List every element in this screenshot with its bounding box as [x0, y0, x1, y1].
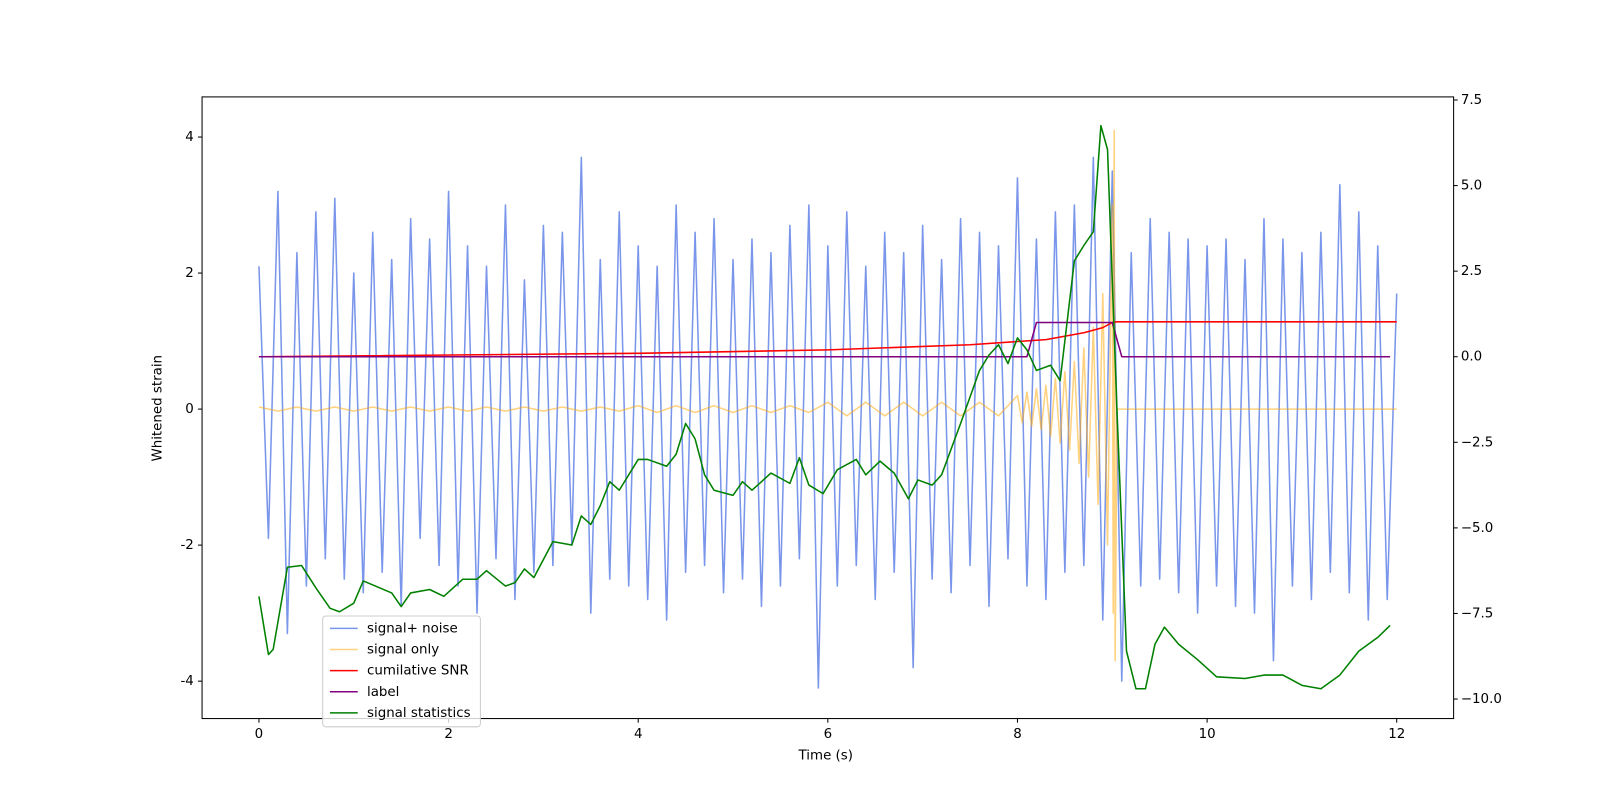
- x-tick-label: 4: [634, 727, 643, 742]
- legend-label: label: [367, 685, 399, 700]
- y2-tick-label: 0.0: [1461, 350, 1482, 365]
- y-tick-label: 4: [185, 130, 194, 145]
- legend-label: cumilative SNR: [367, 664, 469, 679]
- x-tick-label: 8: [1013, 727, 1022, 742]
- legend-label: signal statistics: [367, 706, 471, 721]
- legend-label: signal only: [367, 642, 439, 657]
- y-tick-label: -4: [180, 674, 193, 689]
- series-line: [258, 156, 1398, 689]
- y-tick-label: -2: [180, 538, 193, 553]
- y-axis-label: Whitened strain: [151, 355, 166, 462]
- x-axis-label: Time (s): [798, 749, 853, 764]
- y2-tick-label: 7.5: [1461, 93, 1482, 108]
- y2-tick-label: −5.0: [1461, 521, 1494, 536]
- y-tick-label: 0: [185, 402, 194, 417]
- legend-box: [322, 615, 481, 728]
- x-tick-label: 12: [1388, 727, 1405, 742]
- x-tick-label: 2: [444, 727, 453, 742]
- y-tick-label: 2: [185, 266, 194, 281]
- x-tick-label: 10: [1199, 727, 1216, 742]
- x-tick-label: 0: [255, 727, 264, 742]
- series-line: [258, 321, 1391, 358]
- y2-tick-label: −7.5: [1461, 606, 1494, 621]
- legend-label: signal+ noise: [367, 621, 458, 636]
- plot-area: [258, 124, 1398, 690]
- y2-tick-label: 2.5: [1461, 264, 1482, 279]
- y2-tick-label: −10.0: [1461, 692, 1502, 707]
- y2-tick-label: 5.0: [1461, 179, 1482, 194]
- series-line: [258, 124, 1391, 690]
- series-line: [258, 321, 1397, 358]
- y2-tick-label: −2.5: [1461, 435, 1494, 450]
- series-line: [258, 129, 1397, 662]
- legend: signal+ noise signal only cumilative SNR la…: [322, 615, 481, 728]
- x-tick-label: 6: [824, 727, 833, 742]
